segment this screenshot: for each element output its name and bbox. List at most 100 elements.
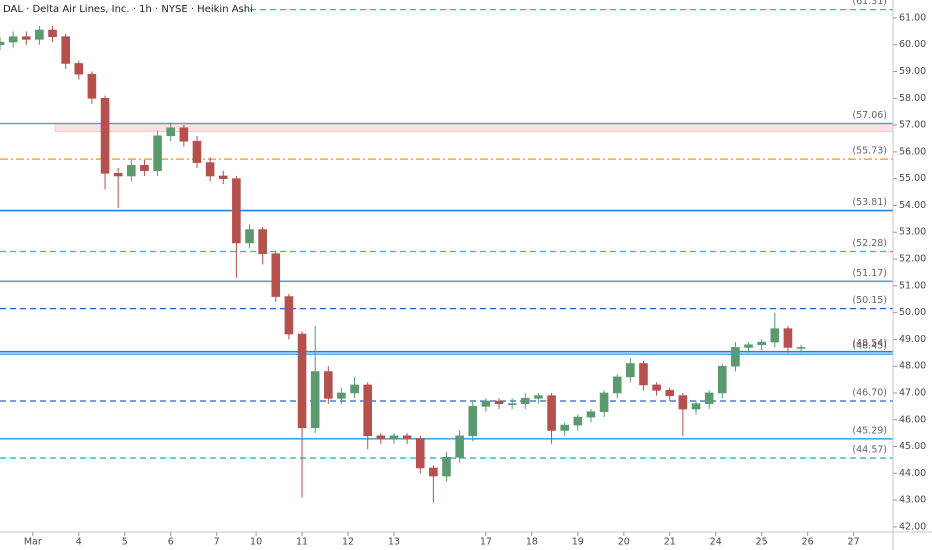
- x-tick-label: 12: [342, 537, 354, 548]
- candle-body: [127, 164, 136, 177]
- candle-body: [205, 162, 215, 177]
- candle-body: [232, 178, 241, 244]
- x-tick-label: 4: [76, 537, 82, 548]
- candle-body: [612, 376, 622, 394]
- y-tick-label: 45.00: [899, 441, 926, 452]
- candle-body: [560, 424, 569, 431]
- x-tick-label: 10: [250, 537, 262, 548]
- level-label: (52.28): [852, 238, 887, 249]
- y-tick-label: 50.00: [899, 307, 926, 318]
- x-tick-label: 18: [526, 537, 538, 548]
- candle-body: [770, 328, 780, 343]
- y-tick-label: 59.00: [899, 66, 926, 77]
- candle-body: [35, 29, 44, 40]
- candle-body: [153, 135, 162, 171]
- y-tick-label: 53.00: [899, 227, 926, 238]
- candle-body: [310, 371, 320, 429]
- title-bg: [0, 0, 250, 16]
- x-tick-label: 6: [168, 537, 174, 548]
- x-tick-label: 11: [296, 537, 308, 548]
- level-label: (51.17): [852, 268, 887, 279]
- candle-body: [639, 363, 648, 386]
- candle-body: [166, 127, 176, 137]
- candle-body: [534, 395, 543, 399]
- x-tick-label: 5: [122, 537, 128, 548]
- y-tick-label: 57.00: [899, 120, 926, 131]
- candle-body: [324, 371, 333, 399]
- candle-body: [507, 403, 517, 405]
- candle-body: [652, 384, 661, 391]
- candle-body: [678, 395, 688, 410]
- y-tick-label: 42.00: [899, 521, 926, 532]
- level-label: (48.54): [852, 338, 887, 349]
- level-label: (45.29): [852, 425, 887, 436]
- candle-body: [626, 363, 635, 378]
- candle-body: [665, 389, 675, 396]
- candle-body: [337, 392, 346, 399]
- candle-body: [179, 127, 189, 142]
- y-tick-label: 60.00: [899, 39, 926, 50]
- y-tick-label: 51.00: [899, 280, 926, 291]
- candle-body: [74, 63, 84, 75]
- candle-body: [468, 406, 478, 437]
- chart-title: DAL · Delta Air Lines, Inc. · 1h · NYSE …: [3, 4, 253, 15]
- x-tick-label: 24: [710, 537, 722, 548]
- candle-body: [415, 438, 425, 469]
- candle-body: [113, 173, 123, 177]
- level-label: (61.31): [852, 0, 887, 7]
- candle-body: [704, 392, 714, 404]
- level-label: (44.57): [852, 445, 887, 456]
- candle-body: [21, 36, 31, 40]
- candle-body: [245, 229, 254, 244]
- candle-body: [192, 140, 202, 163]
- candle-body: [376, 435, 386, 439]
- x-tick-label: 17: [480, 537, 492, 548]
- x-tick-label: 13: [388, 537, 400, 548]
- candle-body: [429, 467, 438, 477]
- candle-body: [8, 36, 18, 43]
- x-tick-label: Mar: [24, 537, 42, 548]
- level-label: (50.15): [852, 295, 887, 306]
- candle-body: [100, 98, 110, 174]
- x-tick-label: 19: [572, 537, 584, 548]
- y-tick-label: 56.00: [899, 146, 926, 157]
- y-tick-label: 49.00: [899, 334, 926, 345]
- y-tick-label: 43.00: [899, 495, 926, 506]
- x-tick-label: 26: [802, 537, 814, 548]
- candle-body: [218, 175, 228, 179]
- plot-area: [0, 8, 894, 503]
- candle-body: [547, 395, 556, 431]
- candle-body: [520, 398, 530, 404]
- candle-body: [599, 392, 609, 413]
- candle-body: [455, 435, 464, 458]
- candle-body: [271, 253, 281, 297]
- y-tick-label: 58.00: [899, 93, 926, 104]
- y-tick-label: 52.00: [899, 254, 926, 265]
- candle-body: [297, 333, 307, 429]
- y-tick-label: 54.00: [899, 200, 926, 211]
- y-tick-label: 46.00: [899, 414, 926, 425]
- candle-body: [284, 296, 294, 335]
- candle-body: [363, 384, 373, 437]
- level-label: (48.45): [852, 341, 887, 352]
- candle-body: [731, 347, 740, 367]
- candle-body: [61, 36, 70, 64]
- x-tick-label: 27: [848, 537, 860, 548]
- y-tick-label: 55.00: [899, 173, 926, 184]
- candle-body: [691, 403, 701, 410]
- x-tick-label: 7: [214, 537, 220, 548]
- candle-body: [757, 341, 766, 346]
- y-tick-label: 44.00: [899, 468, 926, 479]
- y-tick-label: 61.00: [899, 12, 926, 23]
- candle-body: [389, 435, 399, 439]
- candle-body: [796, 347, 806, 349]
- candle-body: [48, 29, 57, 37]
- candle-body: [350, 384, 359, 394]
- candle-body: [586, 411, 596, 418]
- x-tick-label: 25: [756, 537, 768, 548]
- candle-body: [783, 328, 793, 348]
- candle-body: [140, 164, 149, 171]
- x-tick-label: 20: [618, 537, 630, 548]
